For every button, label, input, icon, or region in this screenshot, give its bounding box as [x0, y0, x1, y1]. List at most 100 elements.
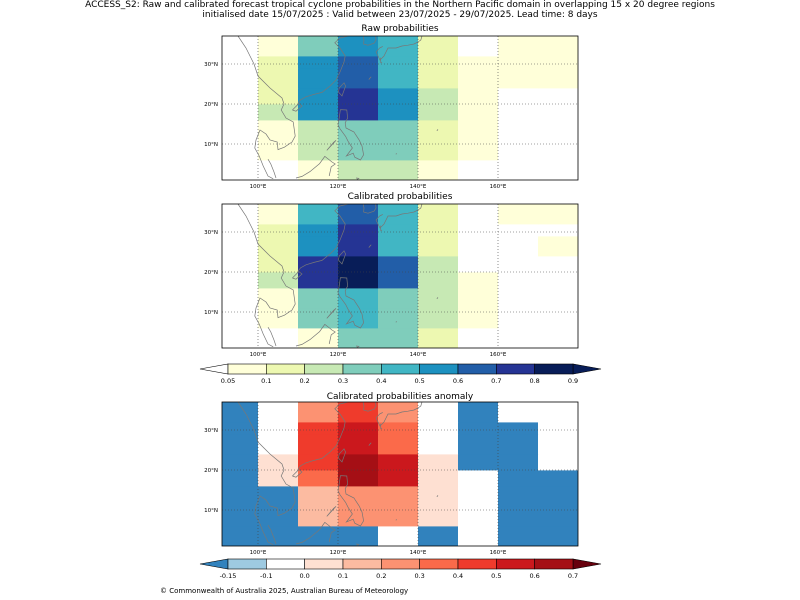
coastline	[295, 155, 336, 179]
grid-cell	[498, 204, 539, 225]
colorbar-tick-label: 0.6	[453, 377, 463, 385]
grid-cell	[222, 224, 259, 237]
grid-cell	[222, 288, 259, 309]
grid-cell	[298, 288, 339, 309]
grid-cell	[222, 204, 259, 225]
grid-cell	[338, 526, 379, 546]
raw-probabilities-map: 100°E 120°E 140°E 160°E 10°N 20°N 30°N	[204, 35, 579, 190]
grid-cell	[458, 272, 499, 289]
grid-cell	[498, 402, 539, 423]
grid-cell	[458, 526, 499, 546]
lon-tick-label: 100°E	[250, 184, 267, 190]
raw-map-title: Raw probabilities	[361, 24, 439, 34]
coastline	[292, 271, 303, 280]
grid-cell	[378, 526, 419, 546]
coastline	[267, 327, 277, 347]
colorbar-swatch	[496, 558, 535, 570]
calibrated-anomaly-map: 100°E 120°E 140°E 160°E 10°N 20°N 30°N	[204, 401, 579, 556]
colorbar-tick-label: 0.3	[414, 572, 424, 580]
grid-cell	[538, 402, 578, 423]
coastline	[355, 345, 360, 348]
lon-tick-label: 140°E	[410, 352, 427, 358]
grid-cell	[258, 88, 299, 105]
grid-cell	[338, 68, 379, 89]
colorbar-tick-label: 0.0	[299, 572, 309, 580]
grid-cell	[378, 308, 419, 329]
colorbar-tick-label: 0.4	[376, 377, 386, 385]
grid-cell	[338, 160, 379, 180]
grid-cell	[538, 68, 578, 89]
grid-cell	[538, 104, 578, 121]
grid-cell	[338, 36, 379, 57]
coastline	[338, 448, 346, 463]
lon-tick-label: 140°E	[410, 550, 427, 556]
colorbar-swatch	[304, 558, 344, 570]
coastline	[292, 469, 303, 478]
grid-cell	[378, 422, 419, 435]
grid-cell	[338, 434, 379, 455]
anomaly-colorbar: -0.15 -0.1 0.0 0.1 0.2 0.3 0.4 0.5 0.6 0.7	[199, 558, 602, 580]
grid-cell	[338, 56, 379, 69]
grid-cell	[418, 434, 459, 455]
grid-cell	[418, 288, 459, 309]
colorbar-tick-label: 0.1	[338, 572, 348, 580]
colorbar-under-arrow	[199, 558, 229, 570]
colorbar-under-arrow	[199, 363, 229, 375]
grid-cell	[378, 256, 419, 273]
colorbar-swatch	[342, 558, 382, 570]
grid-cell	[458, 470, 499, 487]
grid-cell	[222, 402, 259, 423]
grid-cell	[498, 36, 539, 57]
lon-tick-label: 100°E	[250, 352, 267, 358]
colorbar-swatch	[381, 558, 420, 570]
grid-cell	[298, 434, 339, 455]
coastline	[380, 57, 383, 64]
grid-cell	[418, 120, 459, 141]
colorbar-tick-label: 0.4	[453, 572, 463, 580]
grid-cell	[298, 160, 339, 180]
grid-cell	[298, 236, 339, 257]
grid-cell	[258, 288, 299, 309]
colorbar-tick-label: 0.8	[529, 377, 539, 385]
lon-tick-label: 120°E	[330, 184, 347, 190]
colorbar-swatch	[266, 558, 305, 570]
coastline	[375, 204, 423, 229]
grid-cell	[418, 402, 459, 423]
grid-cell	[418, 526, 459, 546]
colorbar-tick-label: 0.7	[568, 572, 578, 580]
coastline	[292, 103, 303, 112]
grid-cell	[378, 272, 419, 289]
grid-cell	[418, 160, 459, 180]
lon-tick-label: 120°E	[330, 550, 347, 556]
colorbar-swatch	[419, 363, 459, 375]
colorbar-tick-label: 0.2	[299, 377, 309, 385]
grid-cell	[418, 470, 459, 487]
colorbar-over-arrow	[572, 558, 602, 570]
grid-cell	[222, 56, 259, 69]
grid-cell	[378, 486, 419, 507]
colorbar-swatch	[266, 363, 305, 375]
colorbar-tick-label: 0.9	[568, 377, 578, 385]
grid-cell	[258, 470, 299, 487]
colorbar-swatch	[534, 558, 574, 570]
grid-cell	[378, 160, 419, 180]
lon-tick-label: 100°E	[250, 550, 267, 556]
grid-cell	[498, 526, 539, 546]
grid-cell	[298, 506, 339, 527]
grid-cell	[418, 236, 459, 257]
lat-tick-label: 10°N	[204, 310, 218, 316]
grid-cell	[338, 470, 379, 487]
probability-colorbar: 0.05 0.1 0.2 0.3 0.4 0.5 0.6 0.7 0.8 0.9	[199, 363, 602, 385]
grid-cell	[498, 308, 539, 329]
grid-cell	[418, 204, 459, 225]
grid-cell	[222, 140, 259, 161]
grid-cell	[222, 470, 259, 487]
coastline	[368, 76, 372, 80]
colorbar-swatch	[496, 363, 535, 375]
lat-tick-label: 30°N	[204, 428, 218, 434]
colorbar-swatch	[227, 363, 267, 375]
grid-cell	[298, 454, 339, 471]
coastline	[375, 402, 423, 427]
grid-cell	[258, 68, 299, 89]
grid-cell	[538, 288, 578, 309]
